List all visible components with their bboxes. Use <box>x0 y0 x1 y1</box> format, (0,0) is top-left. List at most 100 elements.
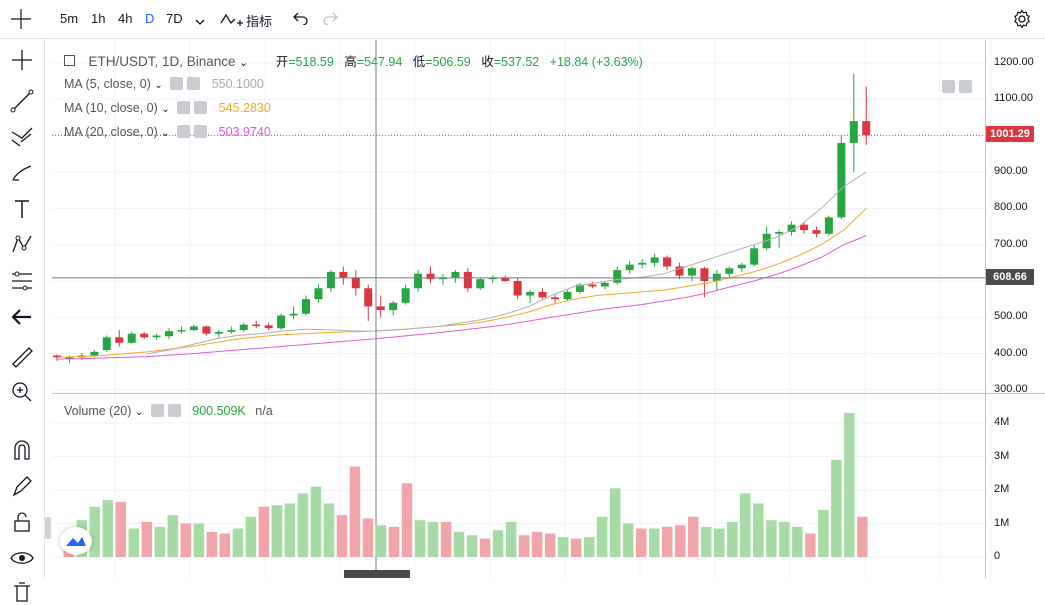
candle-body <box>575 284 584 292</box>
chevron-down-icon[interactable]: ⌄ <box>134 407 144 418</box>
candle-body <box>364 288 373 307</box>
chart-canvas[interactable] <box>52 40 985 578</box>
candle-body <box>264 325 273 329</box>
symbol-legend: ETH/USDT, 1D, Binance ⌄ 开=518.59 高=547.9… <box>64 51 643 70</box>
settings-gear-icon[interactable] <box>1012 9 1032 34</box>
candle-body <box>140 333 149 338</box>
close-icon[interactable] <box>167 404 181 417</box>
lock-icon[interactable] <box>9 509 35 535</box>
pane-down-icon[interactable] <box>942 80 955 93</box>
candle-body <box>177 330 186 332</box>
eye-toggle-icon[interactable] <box>150 404 164 417</box>
volume-bar <box>857 516 868 557</box>
fib-icon[interactable] <box>9 124 35 150</box>
candle-body <box>302 299 310 314</box>
candle-body <box>389 302 398 311</box>
magnet-icon[interactable] <box>9 437 35 463</box>
chevron-down-icon[interactable]: ⌄ <box>239 57 249 69</box>
volume-bar <box>206 531 218 557</box>
pane-up-icon[interactable] <box>959 80 972 93</box>
volume-bar <box>687 516 699 557</box>
chevron-down-icon[interactable]: ⌄ <box>161 128 170 139</box>
chevron-down-icon[interactable]: ⌄ <box>154 80 163 91</box>
eye-toggle-icon[interactable] <box>170 77 184 90</box>
tradingview-logo-icon[interactable] <box>60 527 92 555</box>
volume-bar <box>336 515 348 557</box>
lock-draw-icon[interactable] <box>9 473 35 499</box>
crosshair-icon[interactable] <box>9 47 35 73</box>
crosshair-logo-icon[interactable] <box>6 6 36 32</box>
indicator-wave-icon[interactable] <box>220 9 244 34</box>
volume-bar <box>258 506 270 557</box>
back-arrow-icon[interactable] <box>9 304 35 330</box>
undo-icon[interactable] <box>293 11 309 30</box>
volume-value: 900.509K <box>192 404 246 418</box>
scroll-handle[interactable] <box>45 517 51 539</box>
close-icon[interactable] <box>194 125 208 138</box>
volume-bar <box>596 516 608 557</box>
pane-separator[interactable] <box>52 393 1045 394</box>
volume-bar <box>362 518 374 557</box>
eye-toggle-icon[interactable] <box>177 125 191 138</box>
timeframe-d[interactable]: D <box>145 11 155 26</box>
candle-body <box>588 284 597 287</box>
volume-tick: 4M <box>994 416 1010 428</box>
time-crosshair-tag <box>344 570 410 578</box>
candle-body <box>638 262 647 265</box>
close-icon[interactable] <box>187 77 201 90</box>
chevron-down-icon[interactable]: ⌄ <box>161 104 170 115</box>
trend-line-icon[interactable] <box>9 88 35 114</box>
timeframe-1h[interactable]: 1h <box>91 11 106 26</box>
candle-body <box>625 264 634 271</box>
volume-bar <box>414 520 426 557</box>
volume-bar <box>518 535 530 557</box>
trash-icon[interactable] <box>9 579 35 605</box>
close-value: =537.52 <box>493 55 540 69</box>
volume-bar <box>635 528 647 557</box>
timeframe-7d[interactable]: 7D <box>166 11 183 26</box>
projection-icon[interactable] <box>9 268 35 294</box>
symbol-name[interactable]: ETH/USDT, 1D, Binance <box>88 54 236 69</box>
candle-body <box>800 224 808 231</box>
volume-bar <box>805 533 816 557</box>
price-tick: 800.00 <box>994 201 1028 214</box>
ma10-value: 545.2830 <box>218 101 271 115</box>
eye-toggle-icon[interactable] <box>177 101 191 114</box>
brush-icon[interactable] <box>9 160 35 186</box>
close-icon[interactable] <box>194 101 208 114</box>
chart-svg[interactable] <box>52 40 985 578</box>
candle-body <box>750 248 759 265</box>
ma5-line <box>146 171 867 355</box>
ruler-icon[interactable] <box>9 344 35 370</box>
candle-body <box>202 326 211 334</box>
price-scale[interactable]: 1200.001100.001000.00900.00800.00700.006… <box>985 40 1045 578</box>
candle-body <box>687 268 696 276</box>
high-value: =547.94 <box>356 55 403 69</box>
text-icon[interactable] <box>9 196 35 222</box>
volume-bar <box>753 503 764 557</box>
chevron-down-icon[interactable] <box>195 13 205 31</box>
timeframe-4h[interactable]: 4h <box>118 11 133 26</box>
indicators-label[interactable]: 指标 <box>246 14 273 29</box>
low-value: =506.59 <box>425 55 471 69</box>
volume-bar <box>661 526 673 557</box>
ma20-name[interactable]: MA (20, close, 0) <box>64 125 158 139</box>
candle-body <box>401 288 410 303</box>
zoom-icon[interactable] <box>9 379 35 405</box>
volume-bar <box>674 525 686 557</box>
candle-body <box>700 268 709 281</box>
candle-body <box>239 324 248 331</box>
pattern-icon[interactable] <box>9 232 35 258</box>
volume-bar <box>115 501 127 557</box>
ma5-name[interactable]: MA (5, close, 0) <box>64 77 151 91</box>
volume-name[interactable]: Volume (20) <box>64 404 132 418</box>
collapse-legend-icon[interactable] <box>64 55 75 66</box>
price-tick: 700.00 <box>994 237 1028 250</box>
candle-body <box>426 273 435 280</box>
timeframe-5m[interactable]: 5m <box>60 11 79 26</box>
eye-icon[interactable] <box>9 545 35 571</box>
ma10-name[interactable]: MA (10, close, 0) <box>64 101 158 115</box>
redo-icon[interactable] <box>322 11 338 30</box>
candle-body <box>127 333 136 343</box>
ma10-legend: MA (10, close, 0) ⌄ 545.2830 <box>64 101 271 115</box>
